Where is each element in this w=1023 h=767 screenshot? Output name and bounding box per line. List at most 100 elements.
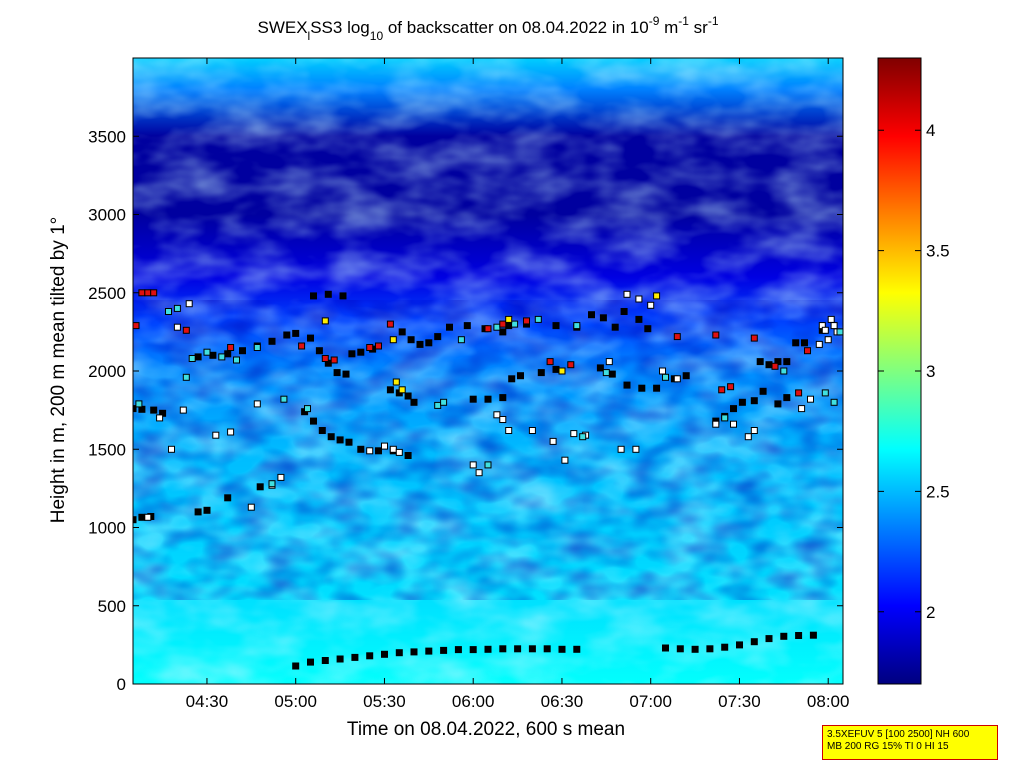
marker-black-81: [434, 333, 442, 341]
marker-black-36: [203, 506, 211, 514]
y-tick-label-1: 500: [98, 597, 126, 616]
cbar-tick-label-3: 3.5: [926, 242, 950, 261]
marker-cyan-10: [304, 405, 311, 413]
marker-black-86: [469, 395, 477, 403]
marker-cyan-5: [218, 353, 226, 361]
marker-black-93: [505, 322, 513, 330]
marker-yellow-6: [653, 292, 661, 300]
marker-black-11: [454, 646, 462, 654]
marker-white-16: [469, 461, 477, 469]
marker-cyan-0: [118, 393, 124, 399]
marker-red-4: [124, 337, 130, 343]
marker-black-16: [528, 645, 536, 653]
marker-black-4: [351, 653, 359, 661]
marker-black-10: [440, 646, 448, 654]
marker-cyan-19: [534, 315, 542, 323]
marker-black-92: [552, 365, 560, 373]
marker-red-16: [546, 358, 554, 366]
title-unit-sr: sr: [689, 18, 708, 37]
marker-white-21: [528, 427, 536, 434]
marker-yellow-0: [321, 317, 329, 325]
marker-white-19: [499, 416, 507, 423]
marker-black-73: [386, 386, 394, 394]
marker-black-21: [676, 645, 684, 653]
marker-yellow-2: [392, 378, 400, 386]
marker-black-13: [484, 645, 492, 653]
marker-black-35: [194, 508, 202, 516]
marker-cyan-27: [836, 328, 843, 336]
marker-white-17: [475, 469, 483, 477]
marker-red-14: [499, 320, 507, 328]
marker-red-11: [375, 342, 382, 350]
marker-black-106: [611, 323, 619, 331]
marker-black-95: [552, 322, 560, 330]
marker-cyan-1: [135, 400, 143, 408]
layer-markers: [118, 289, 843, 670]
y-tick-label-3: 1500: [88, 440, 126, 459]
chart-title: SWEXlSS3 log10 of backscatter on 08.04.2…: [257, 14, 718, 43]
marker-black-8: [410, 648, 418, 656]
marker-white-27: [632, 445, 640, 453]
marker-black-44: [194, 353, 202, 361]
marker-red-20: [718, 386, 726, 394]
cbar-tick-label-4: 4: [926, 121, 935, 140]
marker-white-7: [179, 406, 187, 414]
marker-black-90: [517, 372, 524, 380]
title-main: of backscatter on 08.04.2022 in 10: [383, 18, 649, 37]
marker-white-39: [807, 395, 814, 403]
marker-black-64: [375, 447, 382, 455]
marker-black-114: [750, 397, 758, 405]
marker-black-46: [224, 350, 232, 358]
marker-cyan-25: [780, 367, 788, 375]
marker-black-3: [336, 655, 344, 663]
marker-black-83: [463, 322, 471, 330]
marker-black-87: [484, 395, 492, 403]
marker-white-3: [277, 473, 285, 481]
marker-red-22: [750, 334, 758, 342]
cbar-tick-label-2: 3: [926, 362, 935, 381]
marker-black-108: [635, 315, 643, 323]
marker-black-71: [357, 348, 365, 356]
marker-black-1: [307, 658, 314, 666]
marker-red-21: [727, 383, 735, 391]
marker-cyan-4: [203, 348, 211, 356]
marker-black-25: [736, 641, 743, 649]
marker-white-32: [659, 367, 666, 375]
marker-white-30: [635, 295, 643, 303]
marker-black-89: [508, 375, 516, 383]
marker-black-50: [283, 331, 291, 339]
marker-black-67: [310, 292, 317, 300]
marker-black-82: [446, 323, 453, 331]
marker-black-15: [514, 645, 522, 653]
x-axis: 04:30 05:00 05:30 06:00 06:30 07:00 07:30 08:00: [186, 58, 849, 711]
cbar-tick-label-0: 2: [926, 603, 935, 622]
processing-info-box: 3.5XEFUV 5 [100 2500] NH 600 MB 200 RG 1…: [822, 725, 998, 760]
y-tick-label-4: 2000: [88, 362, 126, 381]
marker-red-10: [366, 344, 374, 351]
marker-black-78: [407, 336, 415, 344]
title-subscript-1: l: [308, 29, 311, 43]
marker-white-9: [173, 323, 181, 331]
cbar-tick-label-1: 2.5: [926, 482, 950, 501]
title-subscript-2: 10: [370, 29, 384, 43]
marker-black-69: [339, 292, 347, 300]
marker-yellow-4: [505, 315, 513, 323]
marker-white-1: [247, 503, 255, 511]
marker-black-7: [395, 649, 403, 657]
colorbar: [877, 57, 922, 685]
marker-white-31: [647, 301, 655, 309]
marker-cyan-22: [602, 369, 610, 377]
marker-black-59: [318, 427, 326, 434]
marker-red-19: [712, 331, 720, 339]
marker-black-112: [730, 405, 737, 413]
marker-black-118: [756, 358, 764, 366]
marker-cyan-6: [233, 356, 240, 364]
marker-red-17: [567, 361, 575, 369]
marker-black-40: [133, 405, 137, 413]
marker-cyan-24: [721, 414, 729, 422]
marker-yellow-3: [398, 386, 406, 394]
marker-white-11: [253, 400, 261, 408]
marker-white-29: [623, 290, 631, 298]
marker-black-100: [638, 384, 646, 392]
